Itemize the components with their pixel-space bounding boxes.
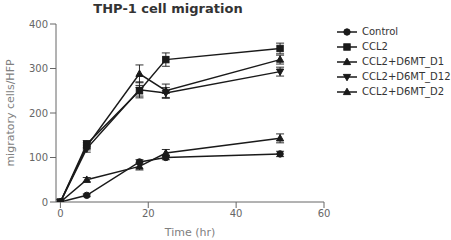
svg-text:20: 20 xyxy=(142,208,155,219)
svg-text:300: 300 xyxy=(29,63,48,74)
svg-text:400: 400 xyxy=(29,19,48,30)
html-text:CCL2: CCL2 xyxy=(362,41,388,52)
html-text:CCL2+D6MT_D1: CCL2+D6MT_D1 xyxy=(362,56,445,67)
html-text:CCL2+D6MT_D2: CCL2+D6MT_D2 xyxy=(362,86,445,97)
svg-text:200: 200 xyxy=(29,108,48,119)
svg-text:migratory cells/HFP: migratory cells/HFP xyxy=(8,59,17,167)
svg-text:Time (hr): Time (hr) xyxy=(164,226,216,239)
svg-text:0: 0 xyxy=(42,197,48,208)
svg-text:40: 40 xyxy=(230,208,243,219)
svg-text:100: 100 xyxy=(29,152,48,163)
html-text:CCL2+D6MT_D12: CCL2+D6MT_D12 xyxy=(362,71,451,82)
html-text:Control: Control xyxy=(362,26,399,37)
svg-text:60: 60 xyxy=(318,208,331,219)
svg-text:0: 0 xyxy=(57,208,63,219)
html-text:THP-1 cell migration: THP-1 cell migration xyxy=(93,1,243,16)
